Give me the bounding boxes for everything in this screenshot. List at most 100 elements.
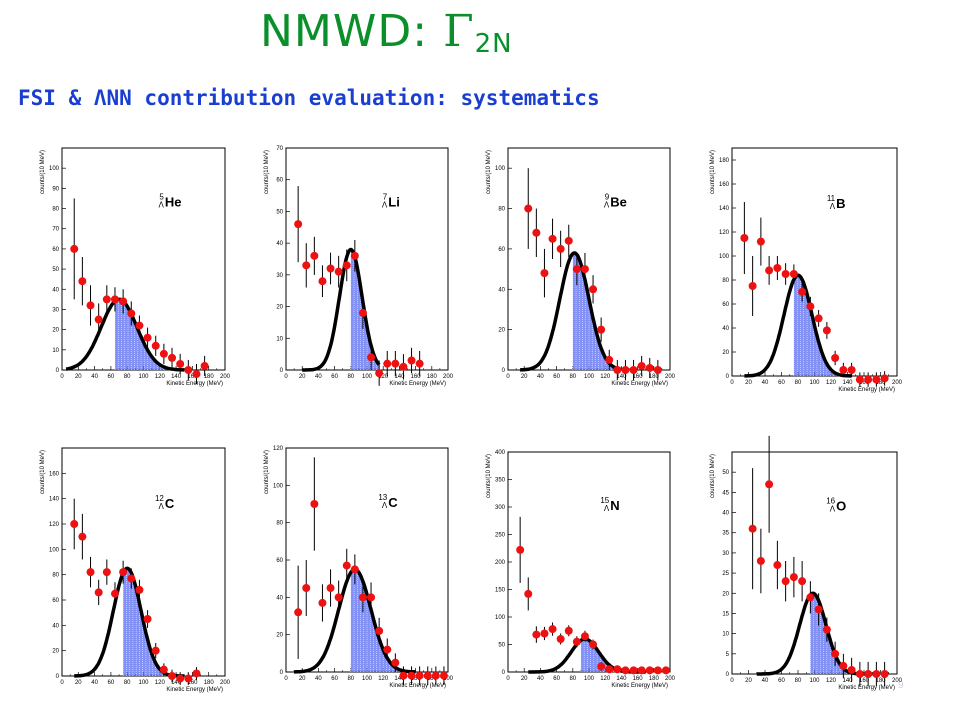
page-number: 9	[898, 680, 904, 691]
data-point	[864, 375, 873, 384]
x-tick-label: 60	[108, 680, 115, 686]
x-tick-label: 100	[362, 374, 373, 380]
y-tick-label: 180	[719, 158, 730, 164]
nucleus-label: C	[165, 496, 175, 511]
x-tick-label: 100	[584, 374, 595, 380]
data-point	[597, 662, 606, 671]
y-tick-label: 100	[273, 483, 284, 489]
x-tick-label: 120	[378, 676, 389, 682]
data-point	[548, 625, 557, 634]
data-point	[302, 261, 311, 270]
x-tick-label: 100	[809, 678, 820, 684]
y-tick-label: 35	[722, 531, 729, 537]
data-point	[383, 645, 392, 654]
y-tick-label: 20	[722, 591, 729, 597]
x-tick-label: 40	[91, 374, 98, 380]
y-tick-label: 60	[498, 247, 505, 253]
y-tick-label: 40	[276, 241, 283, 247]
y-tick-label: 0	[502, 368, 506, 374]
x-tick-label: 60	[331, 374, 338, 380]
x-tick-label: 0	[730, 380, 734, 386]
data-point	[375, 369, 384, 378]
data-point	[822, 625, 831, 634]
x-tick-label: 160	[411, 676, 422, 682]
x-tick-label: 100	[362, 676, 373, 682]
y-tick-label: 80	[52, 207, 59, 213]
y-tick-label: 40	[52, 287, 59, 293]
y-axis-label: counts/(10 MeV)	[486, 454, 492, 498]
x-tick-label: 20	[521, 374, 528, 380]
x-tick-label: 120	[600, 374, 611, 380]
y-tick-label: 20	[498, 328, 505, 334]
x-tick-label: 200	[892, 380, 903, 386]
x-axis-label: Kinetic Energy (MeV)	[389, 683, 446, 689]
y-tick-label: 300	[495, 505, 506, 511]
data-point	[548, 234, 557, 243]
nucleus-label: N	[610, 498, 619, 513]
y-axis-label: counts/(10 MeV)	[264, 450, 270, 494]
y-tick-label: 5	[726, 652, 730, 658]
data-point	[822, 326, 831, 335]
y-axis-label: counts/(10 MeV)	[486, 150, 492, 194]
data-point	[135, 585, 144, 594]
nucleus-lambda: Λ	[604, 201, 610, 210]
y-tick-label: 0	[56, 674, 60, 680]
data-point	[532, 630, 541, 639]
x-tick-label: 20	[745, 380, 752, 386]
data-point	[540, 629, 549, 638]
data-point	[310, 500, 319, 508]
data-point	[597, 325, 606, 334]
y-tick-label: 100	[495, 615, 506, 621]
x-tick-label: 140	[171, 374, 182, 380]
y-tick-label: 60	[276, 178, 283, 184]
nucleus-mass-number: 16	[826, 497, 835, 506]
data-point	[294, 220, 303, 229]
data-point	[605, 665, 614, 674]
x-tick-label: 20	[75, 680, 82, 686]
data-point	[127, 309, 136, 318]
data-point	[342, 561, 351, 570]
data-point	[740, 234, 749, 242]
y-tick-label: 140	[49, 497, 60, 503]
y-tick-label: 0	[280, 670, 284, 676]
y-tick-label: 100	[49, 166, 60, 172]
y-tick-label: 160	[49, 471, 60, 477]
data-point	[580, 632, 589, 641]
x-tick-label: 140	[616, 374, 627, 380]
data-point	[637, 361, 646, 370]
y-tick-label: 0	[502, 670, 506, 676]
y-tick-label: 20	[722, 350, 729, 356]
x-tick-label: 40	[91, 680, 98, 686]
nucleus-lambda: Λ	[159, 502, 165, 511]
y-tick-label: 40	[276, 595, 283, 601]
x-tick-label: 100	[809, 380, 820, 386]
y-tick-label: 100	[495, 166, 506, 172]
y-tick-label: 30	[276, 273, 283, 279]
data-point	[375, 626, 384, 635]
x-tick-label: 60	[553, 676, 560, 682]
y-tick-label: 100	[719, 254, 730, 260]
x-tick-label: 60	[778, 380, 785, 386]
x-tick-label: 100	[584, 676, 595, 682]
x-tick-label: 160	[187, 374, 198, 380]
x-tick-label: 40	[537, 676, 544, 682]
x-tick-label: 140	[842, 678, 853, 684]
x-tick-label: 40	[315, 676, 322, 682]
x-tick-label: 0	[60, 374, 64, 380]
data-point	[135, 321, 144, 330]
data-point	[383, 359, 392, 368]
y-tick-label: 25	[722, 571, 729, 577]
data-point	[580, 265, 589, 274]
data-point	[143, 333, 152, 342]
data-point	[748, 282, 757, 290]
data-point	[864, 670, 873, 678]
gaussian-fit-curve	[744, 273, 852, 378]
data-point	[184, 366, 193, 374]
y-tick-label: 0	[726, 672, 730, 678]
data-point	[806, 593, 815, 602]
y-tick-label: 100	[49, 547, 60, 553]
data-point	[407, 671, 416, 680]
nucleus-lambda: Λ	[830, 505, 836, 514]
x-tick-label: 20	[521, 676, 528, 682]
